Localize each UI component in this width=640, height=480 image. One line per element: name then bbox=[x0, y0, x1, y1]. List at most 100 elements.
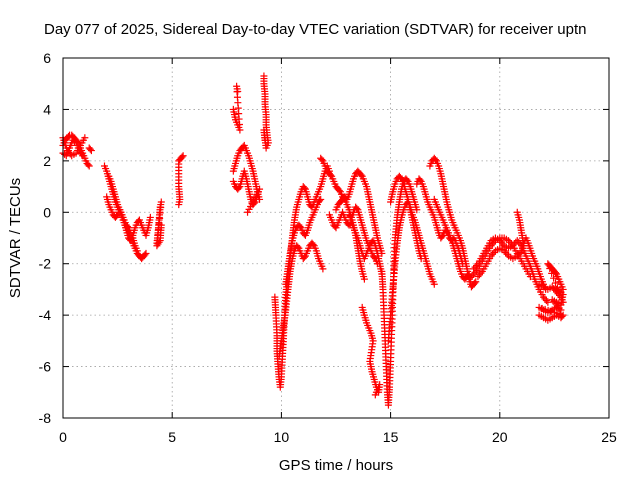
y-tick-label: -2 bbox=[39, 256, 52, 272]
data-point bbox=[353, 204, 361, 212]
x-tick-label: 5 bbox=[168, 429, 176, 445]
series-track-x bbox=[387, 172, 425, 263]
data-point bbox=[319, 265, 327, 273]
data-point bbox=[551, 279, 559, 287]
data-point bbox=[520, 242, 528, 250]
data-point bbox=[141, 251, 149, 259]
data-point bbox=[551, 269, 559, 277]
data-point bbox=[86, 145, 94, 153]
data-point bbox=[327, 171, 335, 179]
data-point bbox=[396, 174, 404, 182]
data-point bbox=[373, 260, 381, 268]
x-tick-label: 20 bbox=[492, 429, 508, 445]
series-track-p bbox=[282, 195, 325, 288]
series-track-z bbox=[426, 154, 480, 291]
series-track-s bbox=[332, 167, 386, 257]
data-point bbox=[85, 162, 93, 170]
series-track-j bbox=[229, 82, 244, 134]
data-point bbox=[294, 243, 302, 251]
data-point bbox=[179, 152, 187, 160]
data-point bbox=[133, 247, 141, 255]
data-point bbox=[503, 250, 511, 258]
data-point bbox=[244, 208, 252, 216]
y-tick-label: -6 bbox=[39, 359, 52, 375]
chart-title: Day 077 of 2025, Sidereal Day-to-day VTE… bbox=[44, 21, 586, 38]
series-track-b bbox=[59, 136, 87, 160]
plot-frame bbox=[62, 57, 610, 419]
series-track-v bbox=[378, 175, 421, 409]
series-track-m bbox=[260, 72, 272, 152]
data-point bbox=[557, 293, 565, 301]
data-point bbox=[296, 222, 304, 230]
axis-ticks bbox=[62, 57, 610, 419]
data-point bbox=[309, 240, 317, 248]
data-point bbox=[318, 156, 326, 164]
x-tick-label: 0 bbox=[59, 429, 67, 445]
data-point bbox=[300, 253, 308, 261]
data-point bbox=[84, 161, 92, 169]
data-point bbox=[417, 255, 425, 263]
data-point bbox=[79, 152, 87, 160]
data-points bbox=[59, 72, 567, 409]
series-track-g bbox=[105, 172, 141, 255]
data-point bbox=[542, 297, 550, 305]
data-point bbox=[70, 138, 78, 146]
y-tick-label: 6 bbox=[43, 50, 51, 66]
data-point bbox=[490, 249, 498, 257]
data-point bbox=[472, 278, 480, 286]
series-track-ag bbox=[535, 260, 567, 306]
data-point bbox=[370, 253, 378, 261]
data-point bbox=[559, 298, 567, 306]
y-tick-label: 0 bbox=[43, 204, 51, 220]
x-axis-label: GPS time / hours bbox=[279, 457, 393, 474]
data-point bbox=[178, 153, 186, 161]
data-point bbox=[550, 274, 558, 282]
series-track-t bbox=[345, 203, 381, 268]
data-point bbox=[438, 233, 446, 241]
data-point bbox=[360, 275, 368, 283]
tick-labels: 0 5 10 15 20 25 -8 -6 -4 -2 0 2 4 6 bbox=[39, 50, 617, 445]
data-point bbox=[146, 213, 154, 221]
series-track-ae bbox=[513, 208, 528, 250]
data-point bbox=[378, 249, 386, 257]
data-point bbox=[335, 186, 343, 194]
x-tick-label: 10 bbox=[274, 429, 290, 445]
data-point bbox=[559, 285, 567, 293]
data-point bbox=[431, 156, 439, 164]
data-point bbox=[430, 280, 438, 288]
y-tick-label: -8 bbox=[39, 410, 52, 426]
data-point bbox=[357, 171, 365, 179]
data-point bbox=[416, 176, 424, 184]
y-tick-label: 2 bbox=[43, 153, 51, 169]
data-point bbox=[553, 284, 561, 292]
x-tick-label: 25 bbox=[601, 429, 617, 445]
y-axis-label: SDTVAR / TECUs bbox=[7, 178, 24, 298]
data-point bbox=[261, 136, 269, 144]
series-track-d bbox=[85, 144, 95, 155]
series-track-l bbox=[229, 167, 264, 216]
data-point bbox=[78, 150, 86, 158]
series-track-k bbox=[229, 141, 264, 203]
data-point bbox=[316, 197, 324, 205]
series-track-h bbox=[153, 198, 165, 250]
series-track-f bbox=[103, 193, 154, 245]
series-track-i bbox=[175, 152, 187, 209]
series-track-u bbox=[358, 303, 384, 399]
data-point bbox=[113, 212, 121, 220]
series-track-ad bbox=[474, 234, 550, 293]
data-point bbox=[471, 279, 479, 287]
data-point bbox=[87, 147, 95, 155]
series-track-ac bbox=[470, 234, 552, 306]
data-point bbox=[155, 238, 163, 246]
data-point bbox=[403, 176, 411, 184]
data-point bbox=[555, 289, 563, 297]
data-point bbox=[473, 261, 481, 269]
data-point bbox=[300, 184, 308, 192]
data-point bbox=[544, 298, 552, 306]
data-point bbox=[142, 249, 150, 257]
data-point bbox=[556, 310, 564, 318]
data-point bbox=[559, 311, 567, 319]
x-tick-label: 15 bbox=[383, 429, 399, 445]
data-point bbox=[157, 221, 165, 229]
